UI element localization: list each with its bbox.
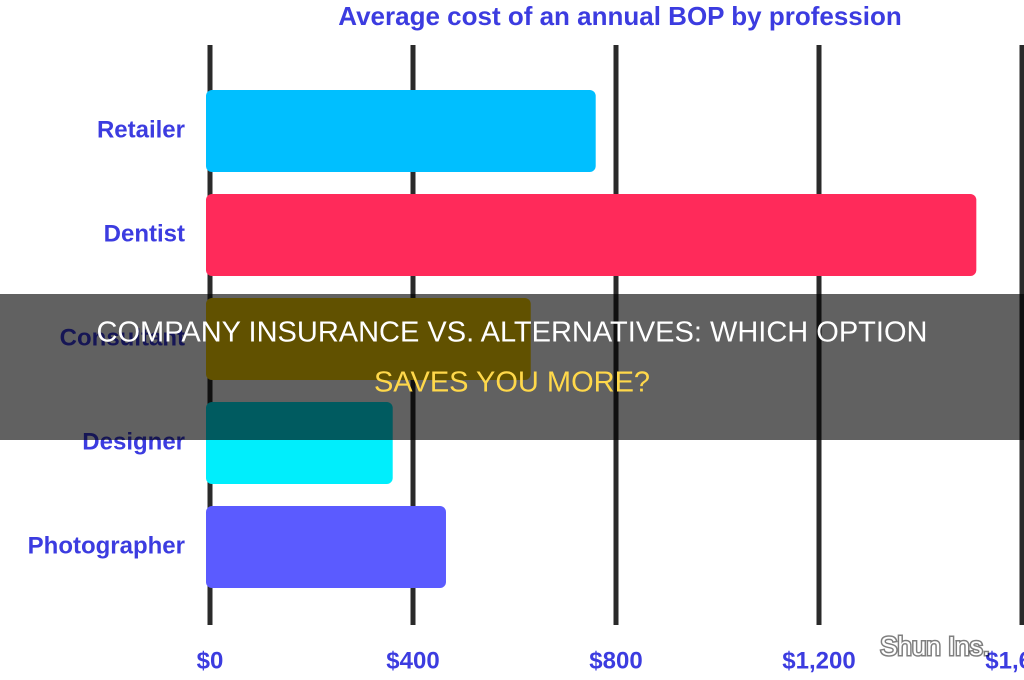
y-tick-label: Dentist (104, 220, 185, 247)
x-tick-label: $1,600 (985, 647, 1024, 674)
y-tick-label: Photographer (28, 532, 185, 559)
overlay-band (0, 294, 1024, 440)
bar (206, 194, 977, 276)
x-tick-label: $1,200 (782, 647, 855, 674)
watermark: Shun Ins. (880, 631, 990, 661)
x-tick-label: $0 (197, 647, 224, 674)
bar (206, 90, 596, 172)
y-tick-label: Retailer (97, 116, 185, 143)
overlay-title: COMPANY INSURANCE VS. ALTERNATIVES: WHIC… (97, 317, 928, 349)
bar (206, 506, 446, 588)
x-tick-label: $400 (386, 647, 439, 674)
overlay-title: SAVES YOU MORE? (374, 367, 650, 399)
chart-title: Average cost of an annual BOP by profess… (338, 1, 901, 31)
x-tick-label: $800 (589, 647, 642, 674)
